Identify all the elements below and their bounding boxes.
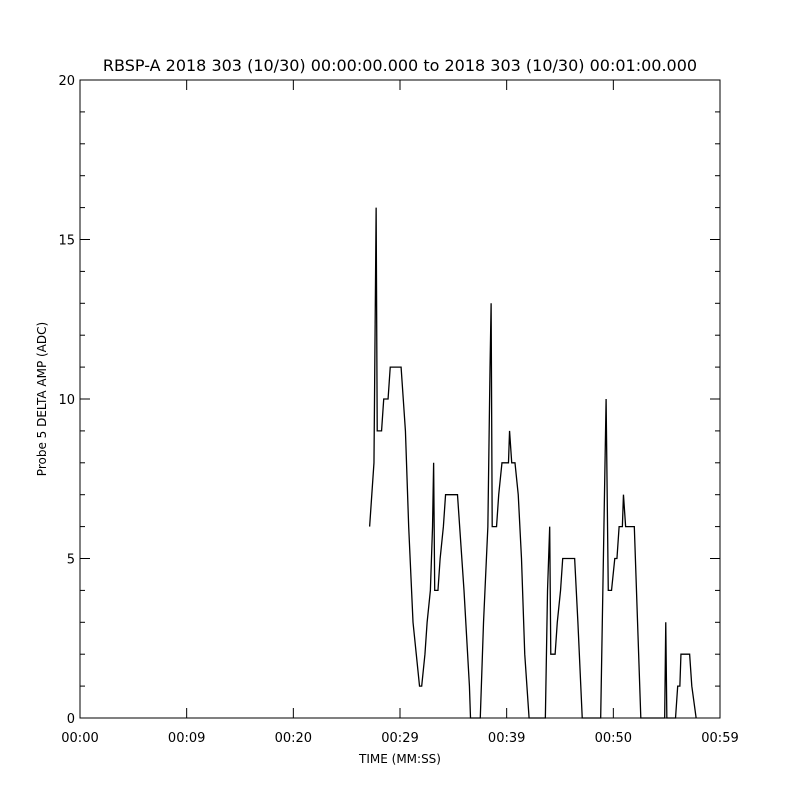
y-axis-label: Probe 5 DELTA AMP (ADC) xyxy=(35,322,49,476)
y-tick-label: 20 xyxy=(58,74,75,89)
y-tick-label: 10 xyxy=(58,393,75,408)
x-tick-label: 00:50 xyxy=(595,731,632,746)
y-tick-label: 15 xyxy=(58,234,75,249)
x-tick-label: 00:29 xyxy=(381,731,418,746)
x-axis-label: TIME (MM:SS) xyxy=(358,752,441,766)
chart-title: RBSP-A 2018 303 (10/30) 00:00:00.000 to … xyxy=(103,56,697,75)
x-tick-label: 00:20 xyxy=(275,731,312,746)
y-tick-label: 5 xyxy=(67,553,75,568)
x-tick-label: 00:39 xyxy=(488,731,525,746)
y-tick-label: 0 xyxy=(67,712,75,727)
x-tick-label: 00:59 xyxy=(701,731,738,746)
x-tick-label: 00:09 xyxy=(168,731,205,746)
data-line xyxy=(368,207,697,719)
x-tick-label: 00:00 xyxy=(61,731,98,746)
